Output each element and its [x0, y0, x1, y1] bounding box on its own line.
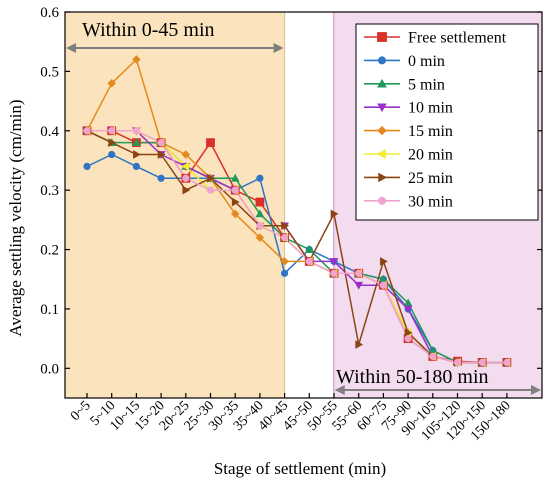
series-3-point-3 — [132, 138, 141, 146]
series-8-point-10 — [305, 257, 313, 266]
legend-entry-5: 15 min — [364, 123, 453, 140]
region-1 — [65, 12, 285, 398]
series-2-point-2 — [108, 150, 116, 159]
series-8-point-1 — [83, 127, 91, 135]
series-8-point-6 — [206, 186, 215, 194]
series-2-point-4 — [157, 174, 165, 182]
legend-label-3: 5 min — [408, 76, 445, 93]
series-8-point-14 — [404, 335, 412, 343]
legend-label-6: 20 min — [408, 147, 453, 164]
series-8-point-8 — [256, 222, 264, 230]
series-8-point-9 — [280, 234, 289, 242]
series-3-point-8 — [255, 209, 265, 218]
legend-label-1: Free settlement — [408, 30, 507, 47]
series-5-point-7 — [230, 209, 240, 219]
series-6-point-5 — [181, 162, 190, 171]
legend-entry-2: 0 min — [364, 53, 445, 70]
legend-entry-4: 10 min — [364, 100, 453, 117]
series-5-point-8 — [255, 233, 265, 242]
series-2-point-8 — [256, 174, 264, 182]
series-7-point-11 — [330, 209, 339, 219]
series-7-point-7 — [231, 197, 240, 207]
region-2-label: Within 50-180 min — [336, 366, 489, 388]
legend-label-4: 10 min — [408, 100, 453, 117]
legend-marker-3 — [377, 78, 387, 88]
legend-marker-7 — [378, 172, 387, 183]
series-8-point-16 — [453, 358, 462, 366]
y-tick-label-7: 0.6 — [40, 5, 59, 21]
region-1-label: Within 0-45 min — [82, 19, 215, 41]
series-7-point-14 — [404, 328, 413, 338]
series-4-point-11 — [329, 258, 339, 266]
series-7-point-4 — [157, 150, 166, 159]
legend-entry-3: 5 min — [364, 76, 445, 93]
series-3-point-7 — [230, 173, 240, 182]
series-4-point-12 — [354, 281, 364, 290]
y-tick-label-6: 0.5 — [40, 64, 59, 80]
legend-marker-4 — [377, 103, 387, 113]
y-tick-label-3: 0.2 — [40, 243, 59, 259]
series-7-point-3 — [133, 150, 141, 159]
series-7-point-9 — [281, 221, 290, 231]
series-8-point-5 — [182, 174, 190, 182]
series-2-point-1 — [83, 162, 91, 170]
y-tick-label-5: 0.4 — [40, 124, 59, 140]
series-5-point-9 — [280, 257, 289, 266]
series-3-point-10 — [304, 245, 314, 253]
series-7-point-6 — [207, 173, 216, 183]
legend-entry-6: 20 min — [364, 147, 453, 164]
series-8-point-15 — [429, 352, 437, 361]
series-2-point-3 — [132, 162, 140, 170]
series-1-point-8 — [255, 197, 265, 207]
legend-entry-8: 30 min — [364, 193, 453, 210]
y-tick-label-1: 0.0 — [40, 361, 59, 377]
legend-marker-2 — [377, 56, 386, 65]
series-7-point-5 — [182, 185, 191, 195]
legend-marker-5 — [377, 125, 387, 136]
series-5-point-3 — [132, 55, 141, 64]
series-4-point-14 — [403, 305, 413, 314]
series-8-point-11 — [330, 269, 338, 277]
legend-entry-7: 25 min — [364, 170, 453, 187]
y-tick-label-2: 0.1 — [40, 302, 59, 318]
series-8-point-17 — [478, 358, 486, 366]
plot-frame — [64, 11, 543, 399]
series-8-point-2 — [108, 127, 116, 135]
legend-entry-1: Free settlement — [364, 30, 507, 47]
series-2-point-9 — [280, 269, 289, 277]
region-1-arrow — [66, 43, 284, 53]
series-8-point-7 — [231, 186, 239, 194]
x-axis-title: Stage of settlement (min) — [214, 459, 386, 478]
legend-marker-6 — [377, 149, 386, 159]
series-5-point-2 — [107, 79, 116, 88]
series-8-point-4 — [157, 139, 165, 147]
series-1-point-6 — [206, 138, 215, 148]
y-axis-title: Average settling velocity (cm/min) — [6, 99, 25, 336]
series-5-point-5 — [181, 150, 191, 159]
series-8-point-13 — [379, 281, 387, 289]
legend-marker-1 — [377, 32, 387, 42]
series-7-point-2 — [108, 138, 117, 148]
legend-label-8: 30 min — [408, 193, 453, 210]
series-8-point-12 — [355, 269, 363, 277]
legend-marker-8 — [377, 196, 386, 205]
series-8-point-3 — [132, 127, 140, 135]
legend-label-5: 15 min — [408, 123, 453, 140]
series-7-point-12 — [355, 340, 364, 349]
region-2-arrow — [334, 385, 541, 395]
y-tick-label-4: 0.3 — [40, 183, 59, 199]
series-8-point-18 — [503, 358, 511, 366]
series-7-point-13 — [380, 257, 388, 266]
legend-label-7: 25 min — [408, 170, 453, 187]
legend-label-2: 0 min — [408, 53, 445, 70]
legend-box — [355, 23, 539, 221]
